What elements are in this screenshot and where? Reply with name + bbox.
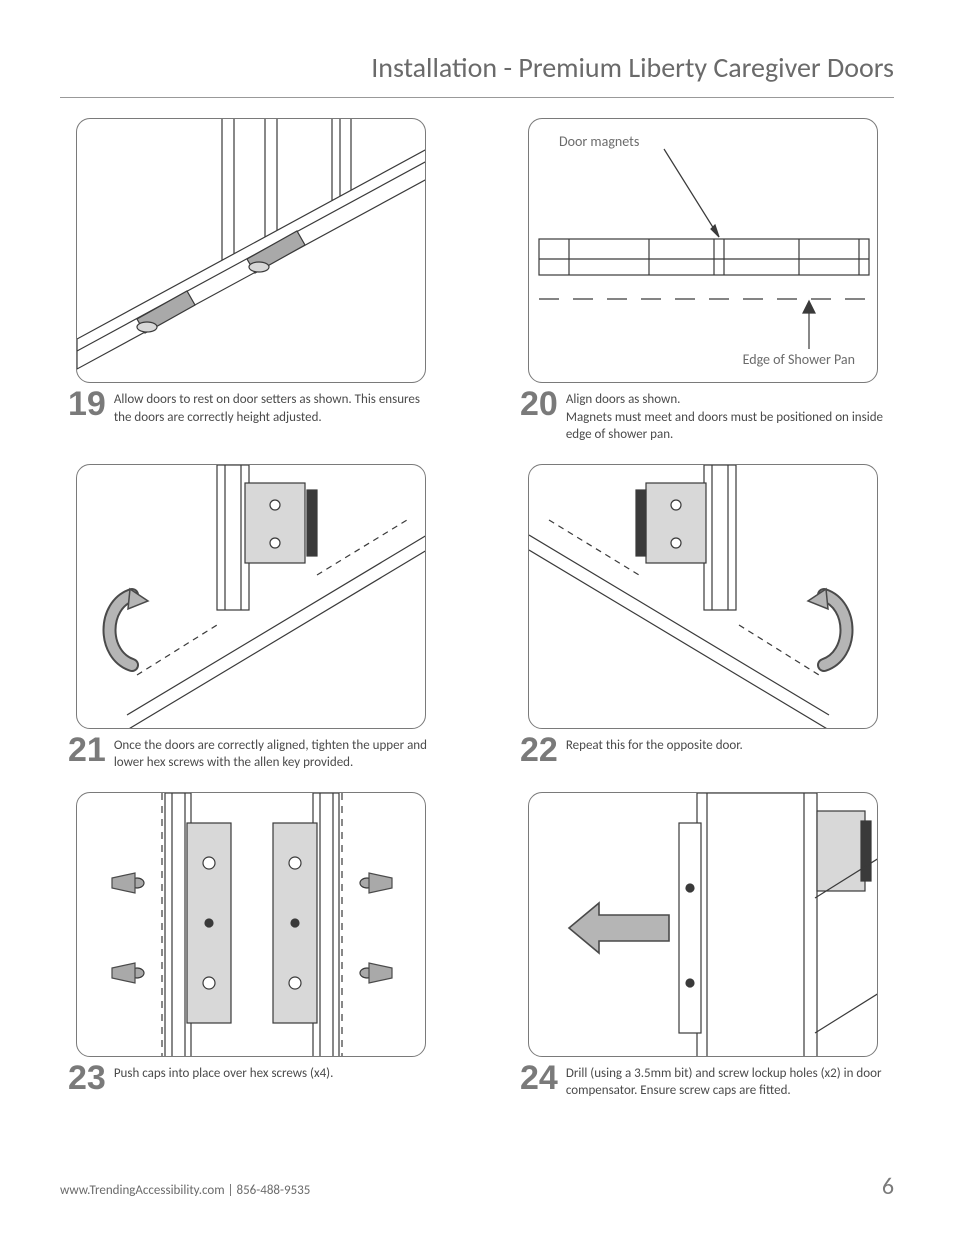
step-21-illustration — [76, 464, 426, 729]
label-edge-shower-pan: Edge of Shower Pan — [743, 351, 855, 368]
step-number: 23 — [68, 1063, 106, 1094]
step-text: Once the doors are correctly aligned, ti… — [114, 735, 434, 772]
step-23: 23 Push caps into place over hex screws … — [60, 792, 442, 1100]
page-footer: www.TrendingAccessibility.com | 856-488-… — [60, 1172, 894, 1201]
step-22-illustration — [528, 464, 878, 729]
step-number: 22 — [520, 735, 558, 766]
page-number: 6 — [882, 1172, 894, 1201]
steps-grid: 19 Allow doors to rest on door setters a… — [60, 118, 894, 1100]
step-19-illustration — [76, 118, 426, 383]
step-number: 20 — [520, 389, 558, 420]
step-19: 19 Allow doors to rest on door setters a… — [60, 118, 442, 444]
step-text: Align doors as shown. Magnets must meet … — [566, 389, 886, 444]
step-22: 22 Repeat this for the opposite door. — [512, 464, 894, 772]
label-door-magnets: Door magnets — [559, 133, 639, 150]
step-number: 19 — [68, 389, 106, 420]
step-23-illustration — [76, 792, 426, 1057]
step-text: Drill (using a 3.5mm bit) and screw lock… — [566, 1063, 886, 1100]
page-title: Installation - Premium Liberty Caregiver… — [60, 50, 894, 98]
step-text: Repeat this for the opposite door. — [566, 735, 743, 755]
step-24: 24 Drill (using a 3.5mm bit) and screw l… — [512, 792, 894, 1100]
step-21: 21 Once the doors are correctly aligned,… — [60, 464, 442, 772]
step-20: Door magnets Edge of Shower Pan — [512, 118, 894, 444]
step-text: Allow doors to rest on door setters as s… — [114, 389, 434, 426]
step-number: 21 — [68, 735, 106, 766]
step-24-illustration — [528, 792, 878, 1057]
step-number: 24 — [520, 1063, 558, 1094]
footer-url: www.TrendingAccessibility.com | 856-488-… — [60, 1183, 310, 1198]
step-20-illustration: Door magnets Edge of Shower Pan — [528, 118, 878, 383]
step-text: Push caps into place over hex screws (x4… — [114, 1063, 334, 1083]
